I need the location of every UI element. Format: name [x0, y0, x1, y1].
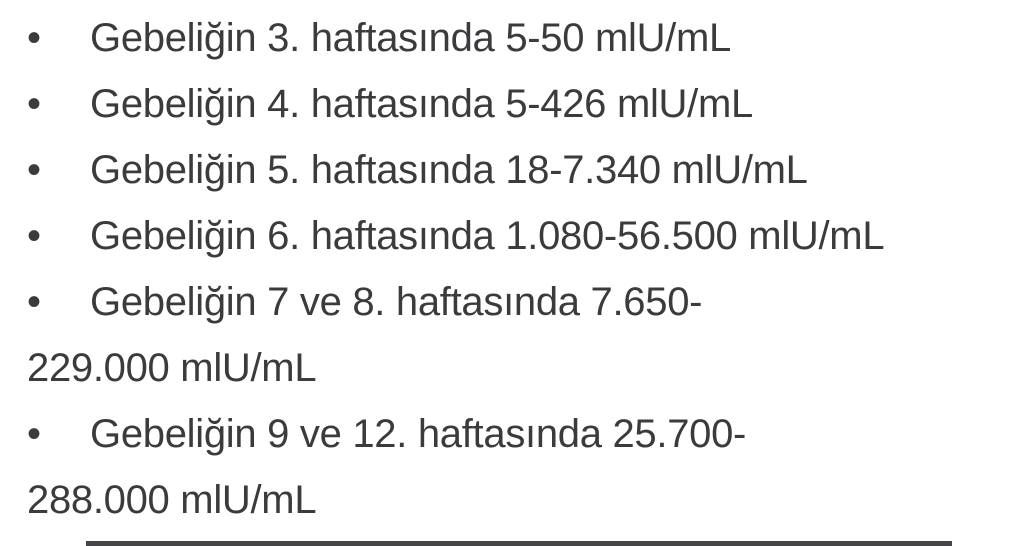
list-item-text: Gebeliğin 7 ve 8. haftasında 7.650- 229.… — [27, 280, 703, 390]
list-item: • Gebeliğin 6. haftasında 1.080-56.500 ml… — [27, 203, 1006, 269]
list-item: • Gebeliğin 3. haftasında 5-50 mlU/mL — [27, 5, 1006, 71]
list-item-text: Gebeliğin 6. haftasında 1.080-56.500 mlU… — [90, 214, 885, 258]
list-item: • Gebeliğin 9 ve 12. haftasında 25.700- 2… — [27, 401, 1006, 533]
hcg-levels-list: • Gebeliğin 3. haftasında 5-50 mlU/mL • Ge… — [0, 5, 1024, 533]
list-item: • Gebeliğin 7 ve 8. haftasında 7.650- 229… — [27, 269, 1006, 401]
bullet-icon: • — [27, 82, 41, 126]
list-item: • Gebeliğin 5. haftasında 18-7.340 mlU/mL — [27, 137, 1006, 203]
list-item-text: Gebeliğin 5. haftasında 18-7.340 mlU/mL — [90, 148, 808, 192]
bullet-icon: • — [27, 148, 41, 192]
list-item: • Gebeliğin 4. haftasında 5-426 mlU/mL — [27, 71, 1006, 137]
list-item-text: Gebeliğin 4. haftasında 5-426 mlU/mL — [90, 82, 753, 126]
bullet-icon: • — [27, 214, 41, 258]
bullet-icon: • — [27, 16, 41, 60]
bottom-divider — [86, 541, 952, 546]
list-item-text: Gebeliğin 9 ve 12. haftasında 25.700- 28… — [27, 412, 747, 522]
list-item-text: Gebeliğin 3. haftasında 5-50 mlU/mL — [90, 16, 731, 60]
bullet-icon: • — [27, 412, 41, 456]
bullet-icon: • — [27, 280, 41, 324]
